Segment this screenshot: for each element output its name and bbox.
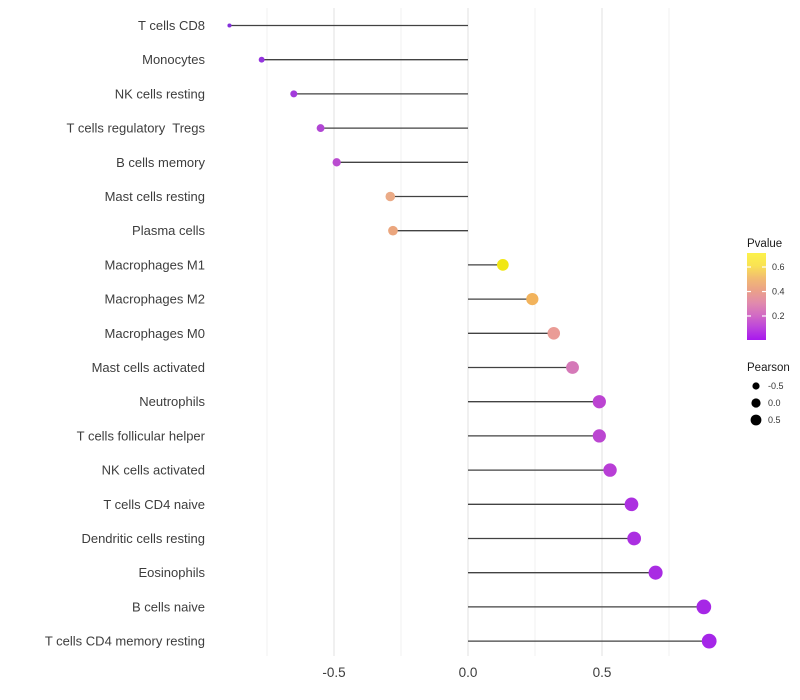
colorbar-tick-label: 0.2 [772, 311, 785, 321]
category-label: T cells CD8 [138, 18, 205, 33]
legend-title-pearson: Pearson [747, 362, 790, 374]
category-label: NK cells resting [115, 86, 205, 101]
category-label: B cells naive [132, 599, 205, 614]
lollipop-dot [290, 90, 298, 98]
lollipop-dot [496, 259, 509, 271]
lollipop-dot [227, 23, 232, 28]
lollipop-dot [627, 531, 642, 546]
size-legend-label: -0.5 [768, 381, 784, 391]
category-label: Macrophages M0 [105, 326, 205, 341]
size-legend-dot [752, 382, 760, 390]
size-legend-dot [750, 414, 762, 426]
lollipop-dot [332, 158, 341, 167]
category-label: Neutrophils [139, 394, 205, 409]
lollipop-dot [526, 292, 539, 306]
lollipop-dot [385, 191, 396, 202]
lollipop-dot [696, 599, 712, 615]
size-legend-label: 0.5 [768, 415, 781, 425]
x-tick-label: -0.5 [322, 665, 345, 680]
size-legend-dot [751, 398, 761, 408]
x-tick-label: 0.5 [593, 665, 612, 680]
legend-title-pvalue: Pvalue [747, 238, 782, 250]
lollipop-dot [603, 463, 617, 477]
category-label: B cells memory [116, 155, 205, 170]
category-label: Macrophages M2 [105, 292, 205, 307]
lollipop-dot [648, 565, 663, 580]
category-label: T cells CD4 memory resting [45, 634, 205, 649]
lollipop-dot [316, 124, 325, 133]
category-label: Eosinophils [139, 565, 206, 580]
category-label: T cells follicular helper [77, 428, 206, 443]
colorbar-tick-label: 0.4 [772, 287, 785, 297]
category-label: T cells regulatory Tregs [67, 121, 206, 136]
category-label: Mast cells activated [92, 360, 205, 375]
pvalue-colorbar [747, 253, 766, 340]
lollipop-dot [258, 56, 265, 63]
category-label: NK cells activated [102, 463, 205, 478]
lollipop-dot [701, 633, 717, 649]
lollipop-dot [592, 395, 606, 409]
category-label: Monocytes [142, 52, 205, 67]
lollipop-dot [592, 429, 606, 443]
lollipop-dot [624, 497, 639, 512]
category-label: Plasma cells [132, 223, 205, 238]
size-legend-label: 0.0 [768, 398, 781, 408]
category-label: Macrophages M1 [105, 257, 205, 272]
x-tick-label: 0.0 [459, 665, 478, 680]
category-label: Mast cells resting [105, 189, 205, 204]
category-label: T cells CD4 naive [103, 497, 205, 512]
lollipop-dot [388, 225, 398, 236]
lollipop-dot [566, 361, 579, 374]
colorbar-tick-label: 0.6 [772, 262, 785, 272]
category-label: Dendritic cells resting [81, 531, 205, 546]
lollipop-dot [547, 327, 561, 340]
